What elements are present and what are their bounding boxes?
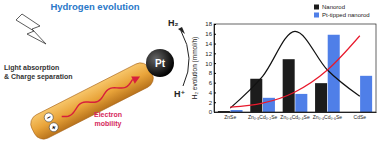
y-tick-mark bbox=[214, 63, 216, 64]
product-label: H₂ bbox=[168, 18, 179, 28]
y-tick-mark bbox=[214, 73, 216, 74]
y-tick-label: 2 bbox=[209, 100, 213, 106]
line bbox=[230, 36, 360, 107]
y-tick-mark bbox=[214, 53, 216, 54]
y-tick-label: 10 bbox=[205, 61, 212, 67]
x-tick: Zn₀.₈Cd₀.₂Se bbox=[248, 112, 278, 120]
x-tick: CdSe bbox=[354, 112, 367, 120]
y-tick: 6 bbox=[209, 80, 216, 86]
y-tick: 16 bbox=[205, 31, 216, 37]
reactant-label: H⁺ bbox=[174, 89, 185, 99]
chart: 0 2 4 6 8 10 12 14 16 18 ZnSe Zn₀.₈Cd₀.₂SeZn₀.₆Cd₀.… bbox=[191, 4, 377, 119]
y-axis-line bbox=[214, 25, 215, 113]
y-tick: 2 bbox=[209, 100, 216, 106]
electron-arrowhead bbox=[131, 73, 142, 84]
bar bbox=[283, 59, 295, 112]
y-tick-label: 16 bbox=[205, 31, 212, 37]
legend-swatch bbox=[314, 5, 319, 10]
bar bbox=[328, 35, 340, 112]
bar bbox=[295, 94, 307, 112]
nanorod: −+ bbox=[27, 59, 156, 142]
y-tick-mark bbox=[214, 83, 216, 84]
charge-plus: + bbox=[50, 123, 57, 131]
lightning-bolt bbox=[16, 14, 46, 44]
legend-swatch bbox=[314, 13, 319, 18]
y-tick: 18 bbox=[205, 21, 216, 27]
x-tick-label: ZnSe bbox=[224, 114, 236, 120]
x-tick: Zn₀.₆Cd₀.₄Se bbox=[280, 112, 310, 120]
schematic-title: Hydrogen evolution bbox=[50, 1, 139, 12]
y-tick-label: 14 bbox=[205, 41, 212, 47]
y-tick: 4 bbox=[209, 90, 216, 96]
y-tick-label: 8 bbox=[209, 70, 213, 76]
legend-label: Nanorod bbox=[322, 4, 345, 10]
electron-label: Electron bbox=[94, 111, 122, 118]
nanorod-body bbox=[27, 59, 156, 142]
charge-minus: − bbox=[45, 113, 52, 121]
y-axis: 0 2 4 6 8 10 12 14 16 18 bbox=[205, 21, 216, 115]
y-tick-mark bbox=[214, 34, 216, 35]
y-tick: 10 bbox=[205, 61, 216, 67]
pt-label: Pt bbox=[155, 58, 166, 69]
bar bbox=[315, 83, 327, 112]
legend-label: Pt-tipped nanorod bbox=[322, 12, 370, 18]
x-tick-label: CdSe bbox=[354, 114, 367, 120]
x-tick: Zn₀.₄Cd₀.₆Se bbox=[313, 112, 343, 120]
y-tick-label: 18 bbox=[205, 21, 212, 27]
y-tick-label: 4 bbox=[209, 90, 213, 96]
reaction-arrow bbox=[181, 31, 189, 86]
y-tick-label: 6 bbox=[209, 80, 213, 86]
y-tick-mark bbox=[214, 44, 216, 45]
y-tick-mark bbox=[214, 24, 216, 25]
x-tick-label: Zn₀.₄Cd₀.₆Se bbox=[313, 114, 343, 120]
y-tick-label: 12 bbox=[205, 51, 212, 57]
reaction-arrowhead bbox=[178, 27, 185, 34]
legend: Nanorod Pt-tipped nanorod bbox=[314, 4, 370, 18]
y-tick: 14 bbox=[205, 41, 216, 47]
bar bbox=[360, 76, 372, 112]
light-label: Light absorption bbox=[4, 64, 59, 72]
y-tick-label: 0 bbox=[209, 109, 213, 115]
figure: Hydrogen evolution Light absorption& Char… bbox=[0, 0, 378, 145]
x-tick-label: Zn₀.₆Cd₀.₄Se bbox=[280, 114, 310, 120]
y-axis-title: H₂ evolution (mmol/h) bbox=[191, 37, 199, 100]
pt-tip bbox=[146, 49, 174, 77]
charge-plus-circle bbox=[48, 121, 60, 133]
electron-wave bbox=[60, 77, 134, 119]
schematic: Hydrogen evolution Light absorption& Char… bbox=[4, 1, 189, 143]
y-tick-mark bbox=[214, 92, 216, 93]
light-label: & Charge separation bbox=[4, 73, 72, 81]
electron-label: mobility bbox=[95, 120, 122, 128]
x-tick-label: Zn₀.₈Cd₀.₂Se bbox=[248, 114, 278, 120]
plot-area bbox=[218, 31, 372, 112]
x-axis: ZnSe Zn₀.₈Cd₀.₂SeZn₀.₆Cd₀.₄SeZn₀.₄Cd₀.₆Se… bbox=[215, 112, 377, 120]
y-tick: 8 bbox=[209, 70, 216, 76]
charge-minus-circle bbox=[43, 111, 55, 123]
line bbox=[230, 31, 360, 108]
y-tick-mark bbox=[214, 102, 216, 103]
x-tick: ZnSe bbox=[224, 112, 236, 120]
y-tick: 12 bbox=[205, 51, 216, 57]
plot-frame bbox=[214, 24, 376, 112]
